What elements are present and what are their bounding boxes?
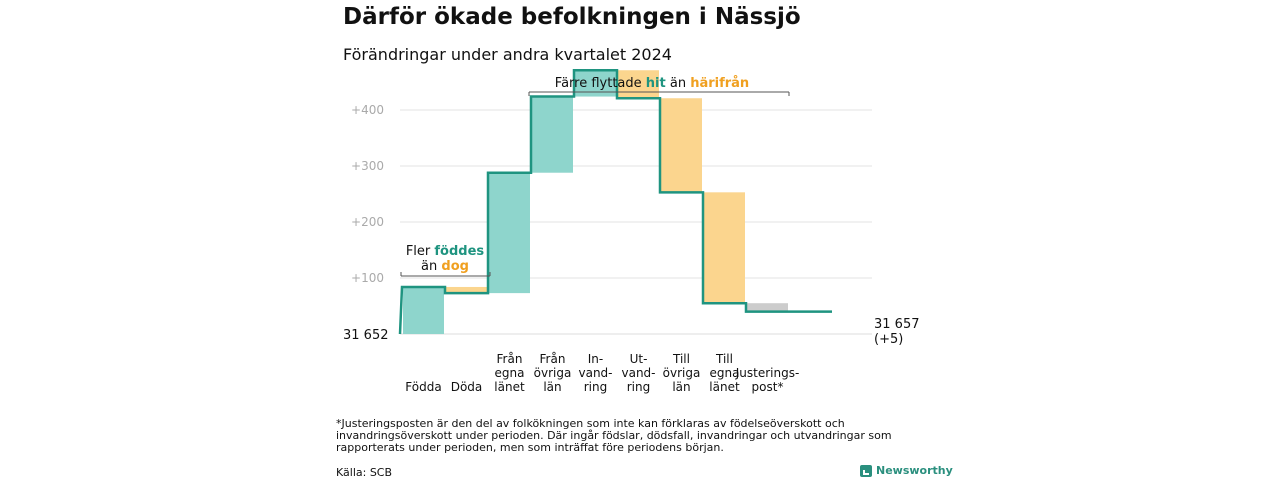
x-tick-label: län [543, 380, 561, 394]
x-tick-label: post* [752, 380, 784, 394]
bar [446, 286, 487, 294]
bar [618, 70, 659, 99]
x-tick-label: vand- [578, 366, 612, 380]
step-line [398, 68, 832, 335]
y-tick-label: +100 [351, 271, 384, 285]
x-tick-label: länet [709, 380, 740, 394]
footnote: *Justeringsposten är den del av folkökni… [336, 417, 892, 454]
bar [532, 96, 573, 173]
start-value-label: 31 652 [343, 328, 389, 343]
bar [661, 98, 702, 193]
births-annotation-line2: än dog [421, 259, 469, 274]
chart-title: Därför ökade befolkningen i Nässjö [343, 4, 801, 30]
y-tick-label: +400 [351, 103, 384, 117]
bar [489, 172, 530, 294]
x-tick-label: län [672, 380, 690, 394]
bar [704, 192, 745, 304]
x-tick-label: vand- [621, 366, 655, 380]
logo-text: Newsworthy [876, 464, 953, 477]
migration-annotation: Färre flyttade hit än härifrån [555, 76, 749, 91]
x-tick-label: Ut- [630, 352, 648, 366]
y-tick-label: +300 [351, 159, 384, 173]
grid: +100 +200 +300 +400 31 652 31 657(+5) [343, 103, 920, 347]
source: Källa: SCB [336, 466, 393, 479]
waterfall-chart: +100 +200 +300 +400 31 652 31 657(+5) Födda Dö… [343, 68, 920, 394]
x-tick-label: övriga [663, 366, 701, 380]
x-tick-label: Till [672, 352, 690, 366]
bars [403, 70, 788, 334]
end-value-label: 31 657 [874, 317, 920, 332]
x-tick-label: övriga [534, 366, 572, 380]
x-tick-label: Till [715, 352, 733, 366]
x-tick-label: Döda [451, 380, 483, 394]
chart-subtitle: Förändringar under andra kvartalet 2024 [343, 45, 672, 64]
y-tick-label: +200 [351, 215, 384, 229]
newsworthy-logo: Newsworthy [860, 464, 953, 477]
chart-logo-icon [860, 464, 872, 477]
x-tick-label: Från [497, 352, 523, 366]
bar [403, 286, 444, 334]
x-tick-label: egna [710, 366, 740, 380]
x-tick-label: ring [584, 380, 608, 394]
x-tick-label: In- [588, 352, 603, 366]
cumulative-line [398, 68, 832, 335]
bar [747, 303, 788, 312]
x-tick-label: Födda [405, 380, 441, 394]
births-annotation-line1: Fler föddes [406, 244, 485, 259]
x-tick-label: egna [495, 366, 525, 380]
x-tick-label: länet [494, 380, 525, 394]
x-tick-label: ring [627, 380, 651, 394]
x-tick-label: Justerings- [735, 366, 800, 380]
x-tick-label: Från [540, 352, 566, 366]
end-change-label: (+5) [874, 332, 903, 347]
x-axis-labels: Födda DödaFrånegnalänetFrånövrigalänIn-va… [405, 352, 799, 394]
